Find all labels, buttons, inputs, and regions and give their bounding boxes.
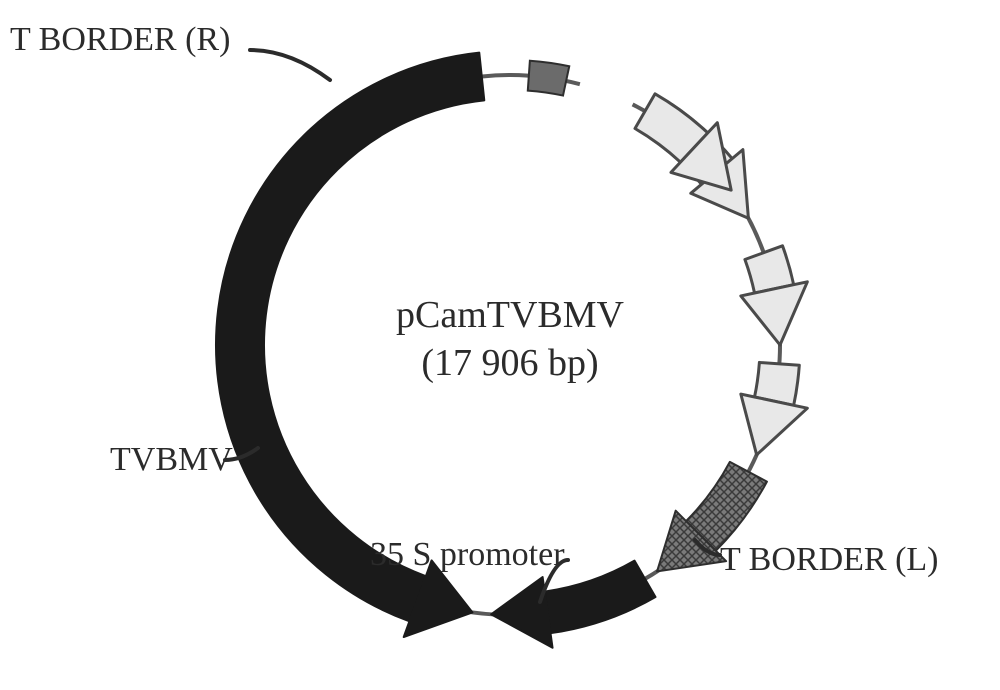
plasmid-name: pCamTVBMV	[396, 294, 625, 336]
label-promoter35s: 35 S promoter	[370, 536, 565, 573]
label-tvbmv: TVBMV	[110, 441, 233, 478]
label-tborder_l: T BORDER (L)	[720, 541, 938, 578]
label-tborder_r: T BORDER (R)	[10, 21, 230, 58]
feature-backbone_arrow_1-head	[741, 394, 808, 455]
plasmid-size: (17 906 bp)	[421, 342, 598, 384]
plasmid-map: pCamTVBMV (17 906 bp) TVBMV 35 S promoter T …	[0, 0, 1000, 690]
feature-tborder_r	[528, 61, 569, 96]
leader-tborder_r	[250, 50, 330, 80]
feature-backbone_arrow_2-head	[741, 282, 808, 345]
